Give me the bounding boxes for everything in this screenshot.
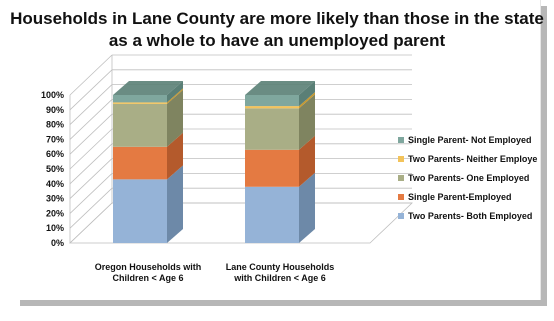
- y-tick-label: 30%: [46, 194, 64, 204]
- y-tick-label: 90%: [46, 105, 64, 115]
- legend-swatch: [398, 156, 404, 162]
- bar-segment-front: [245, 95, 299, 107]
- y-tick-label: 60%: [46, 149, 64, 159]
- bar-segment-front: [113, 179, 167, 243]
- bar-segment-side: [299, 92, 315, 109]
- legend-label: Two Parents- Neither Employe: [408, 154, 537, 164]
- bar-segment-side: [299, 81, 315, 107]
- legend-label: Two Parents- One Employed: [408, 173, 529, 183]
- bar-segment-front: [245, 106, 299, 109]
- legend-swatch: [398, 175, 404, 181]
- chart-title: Households in Lane County are more likel…: [10, 9, 544, 50]
- bar-segment-front: [113, 103, 167, 147]
- bar-segment-front: [245, 108, 299, 150]
- gridline-side: [69, 128, 113, 170]
- bar-segment-side: [299, 172, 315, 243]
- bar-segment-front: [113, 102, 167, 104]
- y-tick-label: 40%: [46, 179, 64, 189]
- legend-label: Single Parent- Not Employed: [408, 135, 532, 145]
- y-tick-label: 80%: [46, 120, 64, 130]
- y-tick-label: 20%: [46, 208, 64, 218]
- gridline-side: [69, 84, 113, 125]
- legend-swatch: [398, 137, 404, 143]
- bar-segment-front: [245, 149, 299, 187]
- gridline-side: [69, 69, 113, 111]
- gridline-side: [69, 158, 113, 199]
- y-tick-label: 50%: [46, 164, 64, 174]
- gridline-side: [69, 54, 113, 96]
- bar-segment-side: [299, 94, 315, 150]
- bar-segment-side: [167, 81, 183, 103]
- x-category-label: Oregon Households with: [95, 262, 202, 272]
- y-tick-label: 0%: [51, 238, 64, 248]
- gridline-side: [69, 143, 113, 185]
- bar-segment-side: [167, 88, 183, 104]
- legend-swatch: [398, 194, 404, 200]
- gridline-side: [69, 113, 113, 155]
- x-category-label: with Children < Age 6: [233, 273, 325, 283]
- bar-segment-front: [113, 95, 167, 103]
- bar-segment-side: [167, 165, 183, 243]
- y-tick-label: 100%: [41, 90, 64, 100]
- y-tick-label: 10%: [46, 223, 64, 233]
- gridline-side: [69, 187, 113, 229]
- legend-label: Two Parents- Both Employed: [408, 211, 532, 221]
- bar-top: [245, 81, 315, 95]
- gridline-side: [69, 173, 113, 214]
- bar-segment-side: [167, 89, 183, 147]
- bar-segment-front: [113, 146, 167, 180]
- y-tick-label: 70%: [46, 134, 64, 144]
- x-category-label: Children < Age 6: [113, 273, 184, 283]
- bar-top: [113, 81, 183, 95]
- bar-segment-front: [245, 186, 299, 243]
- gridline-side: [69, 99, 113, 140]
- legend-label: Single Parent-Employed: [408, 192, 512, 202]
- bar-segment-side: [299, 135, 315, 187]
- bar-segment-side: [167, 132, 183, 180]
- x-category-label: Lane County Households: [226, 262, 335, 272]
- legend-swatch: [398, 213, 404, 219]
